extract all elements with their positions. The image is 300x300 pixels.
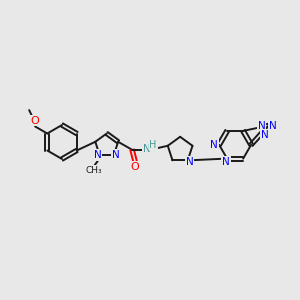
- Text: O: O: [131, 162, 140, 172]
- Text: CH₃: CH₃: [85, 166, 102, 175]
- Text: N: N: [186, 157, 194, 167]
- Text: N: N: [94, 150, 101, 160]
- Text: H: H: [149, 140, 157, 150]
- Text: N: N: [143, 144, 151, 154]
- Text: N: N: [261, 130, 269, 140]
- Text: O: O: [31, 116, 40, 125]
- Text: N: N: [268, 121, 276, 130]
- Text: N: N: [112, 150, 120, 160]
- Text: N: N: [258, 121, 266, 130]
- Text: N: N: [222, 157, 230, 166]
- Text: N: N: [210, 140, 218, 150]
